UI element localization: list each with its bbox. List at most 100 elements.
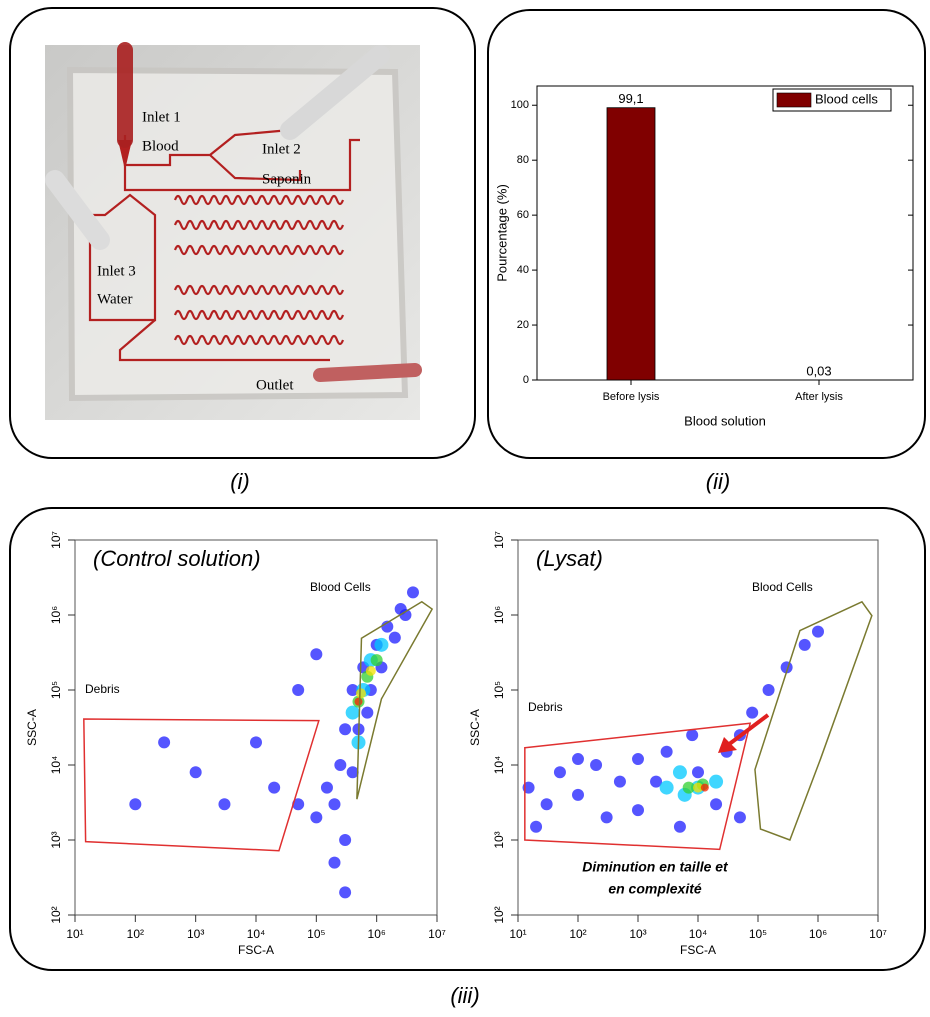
- event-point: [346, 684, 359, 696]
- gate-label: Blood Cells: [310, 580, 371, 594]
- y-axis-label: Pourcentage (%): [494, 184, 509, 282]
- channels: [88, 128, 360, 362]
- event-point: [356, 688, 367, 699]
- plot-frame: [536, 85, 914, 381]
- y-tick-label: 60: [517, 209, 529, 221]
- x-axis-label: FSC-A: [238, 943, 274, 957]
- event-point: [388, 631, 401, 644]
- event-point: [374, 637, 389, 652]
- event-point: [812, 625, 824, 638]
- y-tick-label: 10²: [49, 906, 63, 923]
- x-tick-label: 10⁴: [247, 927, 266, 941]
- event-point: [746, 706, 759, 719]
- serpentine: [173, 194, 345, 206]
- inlet-reservoir: [118, 140, 132, 170]
- event-point: [700, 783, 709, 792]
- event-point: [600, 811, 613, 824]
- photo-label: Inlet 2: [262, 141, 301, 157]
- tube: [45, 170, 110, 250]
- x-tick-label: 10⁴: [689, 927, 708, 941]
- event-point: [268, 781, 281, 794]
- x-axis-label: Blood solution: [684, 413, 766, 428]
- event-point: [345, 705, 360, 720]
- event-point: [292, 684, 305, 696]
- event-point: [218, 798, 231, 811]
- photo-label: Inlet 1: [142, 109, 181, 125]
- x-tick-label: 10²: [127, 927, 144, 941]
- event-point: [320, 781, 333, 794]
- y-tick-label: 10⁶: [49, 606, 63, 624]
- x-tick-label: 10⁶: [809, 927, 827, 941]
- gate-label: Debris: [528, 700, 563, 714]
- event-point: [650, 775, 663, 788]
- event-point: [310, 648, 323, 661]
- chip: [66, 66, 409, 402]
- event-point: [590, 759, 603, 771]
- photo-label: Water: [97, 291, 132, 307]
- panel-frame: [9, 7, 476, 459]
- event-point: [798, 638, 811, 651]
- x-tick-label: Before lysis: [603, 391, 660, 403]
- serpentine: [173, 244, 345, 256]
- x-tick-label: 10²: [569, 927, 586, 941]
- y-tick-label: 80: [517, 154, 529, 166]
- y-tick-label: 100: [511, 99, 529, 111]
- panel-frame: [9, 507, 926, 971]
- event-point: [540, 798, 553, 811]
- event-point: [686, 729, 699, 742]
- y-axis-label: SSC-A: [25, 709, 39, 746]
- annotation: en complexité: [608, 881, 702, 897]
- event-point: [129, 798, 142, 811]
- y-tick-label: 10³: [49, 831, 63, 848]
- x-tick-label: 10¹: [66, 927, 83, 941]
- annotation-arrowhead: [718, 737, 737, 753]
- chip-photo: [45, 42, 422, 420]
- value-label: 99,1: [618, 91, 643, 106]
- event-point: [310, 811, 323, 824]
- event-point: [530, 820, 543, 833]
- y-tick-label: 10⁶: [492, 606, 506, 624]
- photo-label: Outlet: [256, 377, 294, 393]
- panel-caption: (iii): [450, 983, 479, 1008]
- serpentine: [173, 334, 345, 346]
- event-point: [250, 736, 262, 749]
- y-axis-label: SSC-A: [468, 709, 482, 746]
- gate: [356, 600, 434, 800]
- panel-frame: [487, 9, 926, 459]
- event-point: [553, 766, 566, 779]
- y-tick-label: 10⁷: [492, 531, 506, 549]
- photo-label: Inlet 3: [97, 263, 136, 279]
- event-point: [158, 736, 171, 749]
- event-point: [673, 820, 686, 833]
- event-point: [693, 782, 703, 793]
- x-tick-label: 10⁵: [307, 927, 325, 941]
- event-point: [189, 766, 202, 779]
- event-point: [762, 684, 775, 696]
- event-point: [328, 856, 341, 869]
- serpentine: [173, 284, 345, 296]
- y-tick-label: 20: [517, 319, 529, 331]
- panel-caption: (ii): [706, 469, 730, 494]
- legend-label: Blood cells: [815, 91, 878, 106]
- y-tick-label: 10⁴: [492, 756, 506, 775]
- y-tick-label: 10²: [492, 906, 506, 923]
- event-point: [733, 811, 746, 824]
- event-point: [682, 781, 695, 794]
- y-tick-label: 10⁵: [49, 681, 63, 699]
- plot-frame: [74, 539, 438, 916]
- photo-label: Blood: [142, 138, 179, 154]
- event-point: [334, 759, 347, 771]
- x-tick-label: 10⁷: [869, 927, 887, 941]
- y-tick-label: 40: [517, 264, 529, 276]
- channel: [118, 319, 330, 362]
- x-tick-label: 10⁷: [428, 927, 446, 941]
- y-tick-label: 0: [523, 374, 529, 386]
- event-point: [572, 788, 584, 801]
- event-point: [632, 753, 644, 766]
- x-tick-label: 10⁶: [368, 927, 386, 941]
- event-point: [370, 654, 383, 667]
- event-point: [406, 586, 419, 599]
- event-point: [399, 609, 412, 621]
- event-point: [339, 723, 352, 736]
